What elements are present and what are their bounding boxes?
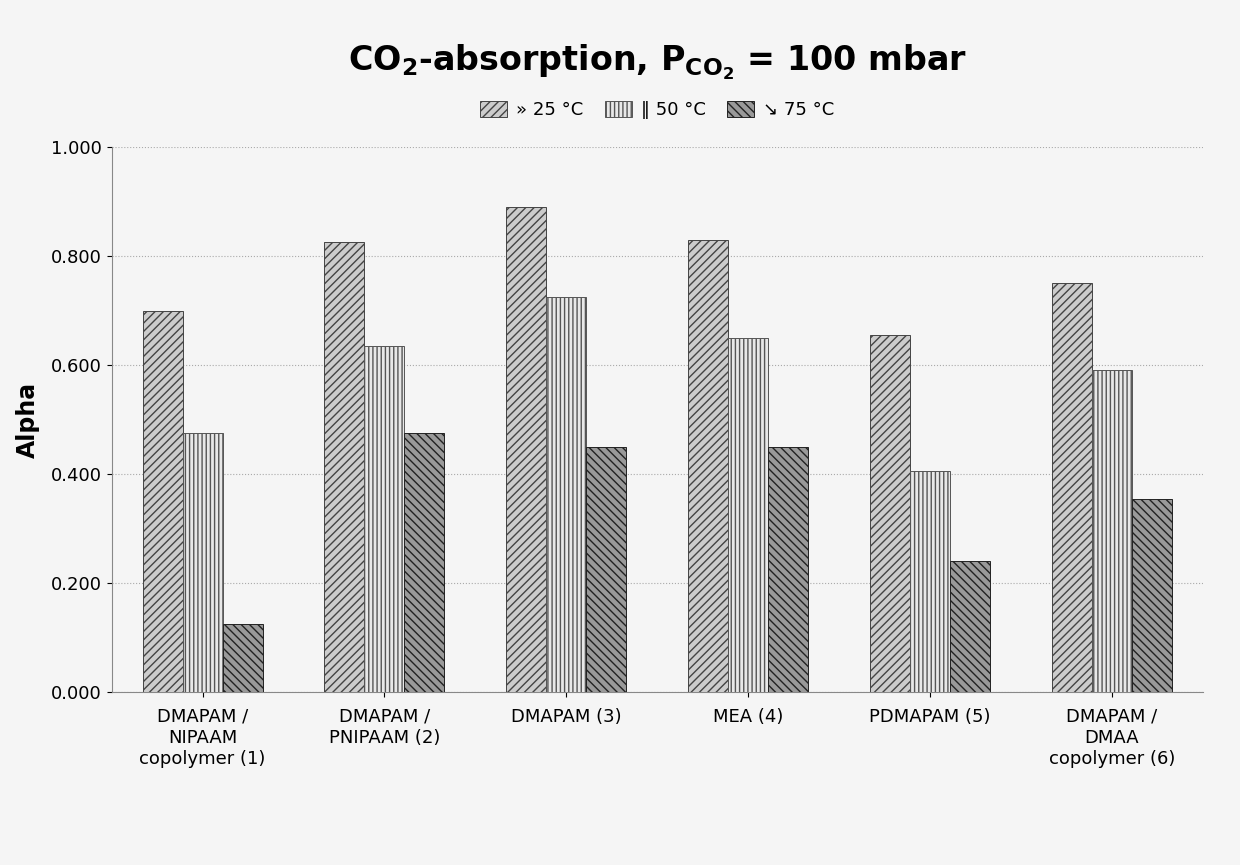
Bar (1092, 370, 1132, 692)
Y-axis label: Alpha: Alpha (16, 381, 40, 458)
Bar (950, 561, 990, 692)
Bar (222, 624, 263, 692)
Bar (688, 240, 728, 692)
Bar (768, 446, 808, 692)
Bar (404, 433, 444, 692)
Bar (1132, 498, 1172, 692)
Bar (728, 337, 768, 692)
Bar (365, 346, 404, 692)
Title: $\mathbf{CO_2}$-absorption, $\mathbf{P_{CO_2}}$ = 100 mbar: $\mathbf{CO_2}$-absorption, $\mathbf{P_{… (347, 42, 967, 82)
Bar (587, 446, 626, 692)
Bar (910, 471, 950, 692)
Legend: » 25 °C, ‖ 50 °C, ↘ 75 °C: » 25 °C, ‖ 50 °C, ↘ 75 °C (472, 93, 842, 126)
Bar (325, 242, 365, 692)
Bar (506, 207, 547, 692)
Bar (182, 433, 222, 692)
Bar (870, 335, 910, 692)
Bar (143, 311, 182, 692)
Bar (1052, 284, 1092, 692)
Bar (547, 297, 587, 692)
